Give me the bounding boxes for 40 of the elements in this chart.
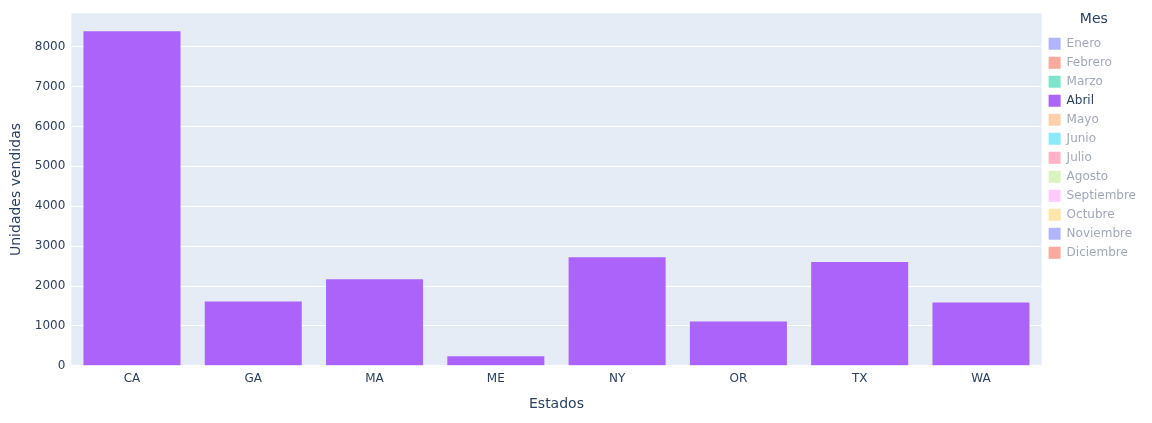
legend-label: Enero	[1066, 35, 1102, 50]
legend-label: Marzo	[1066, 73, 1103, 88]
legend-label: Diciembre	[1066, 244, 1128, 259]
bar	[326, 279, 424, 366]
legend-label: Agosto	[1066, 168, 1109, 183]
bar	[568, 257, 666, 366]
legend-label: Octubre	[1066, 206, 1115, 221]
bar	[204, 301, 302, 366]
y-tick-label: 3000	[34, 238, 66, 253]
y-tick-label: 5000	[34, 158, 66, 173]
y-tick-label: 1000	[34, 318, 66, 333]
bar	[447, 356, 545, 366]
bar	[689, 321, 787, 366]
bar	[811, 262, 909, 366]
y-tick-label: 2000	[34, 278, 66, 293]
x-tick-label: GA	[244, 371, 263, 386]
x-tick-label: NY	[608, 371, 626, 386]
y-tick-label: 7000	[34, 78, 66, 93]
x-tick-label: TX	[850, 371, 868, 386]
x-tick-label: MA	[365, 371, 385, 386]
x-tick-label: ME	[486, 371, 505, 386]
y-tick-label: 0	[57, 357, 66, 372]
legend-label: Julio	[1065, 149, 1092, 164]
bar	[83, 31, 181, 366]
legend-label: Septiembre	[1066, 187, 1137, 202]
legend-label: Junio	[1065, 130, 1097, 145]
x-tick-label: WA	[971, 371, 992, 386]
legend-title: Mes	[1079, 9, 1108, 26]
legend-label: Febrero	[1066, 54, 1112, 69]
bar	[932, 302, 1030, 366]
legend-label: Noviembre	[1066, 225, 1133, 240]
legend-label: Abril	[1066, 92, 1095, 107]
y-axis-title: Unidades vendidas	[7, 122, 24, 257]
y-tick-label: 8000	[34, 38, 66, 53]
x-axis-title: Estados	[528, 395, 584, 412]
x-tick-label: OR	[729, 371, 748, 386]
x-tick-label: CA	[123, 371, 142, 386]
y-tick-label: 4000	[34, 198, 66, 213]
y-tick-label: 6000	[34, 118, 66, 133]
legend-label: Mayo	[1066, 111, 1099, 126]
